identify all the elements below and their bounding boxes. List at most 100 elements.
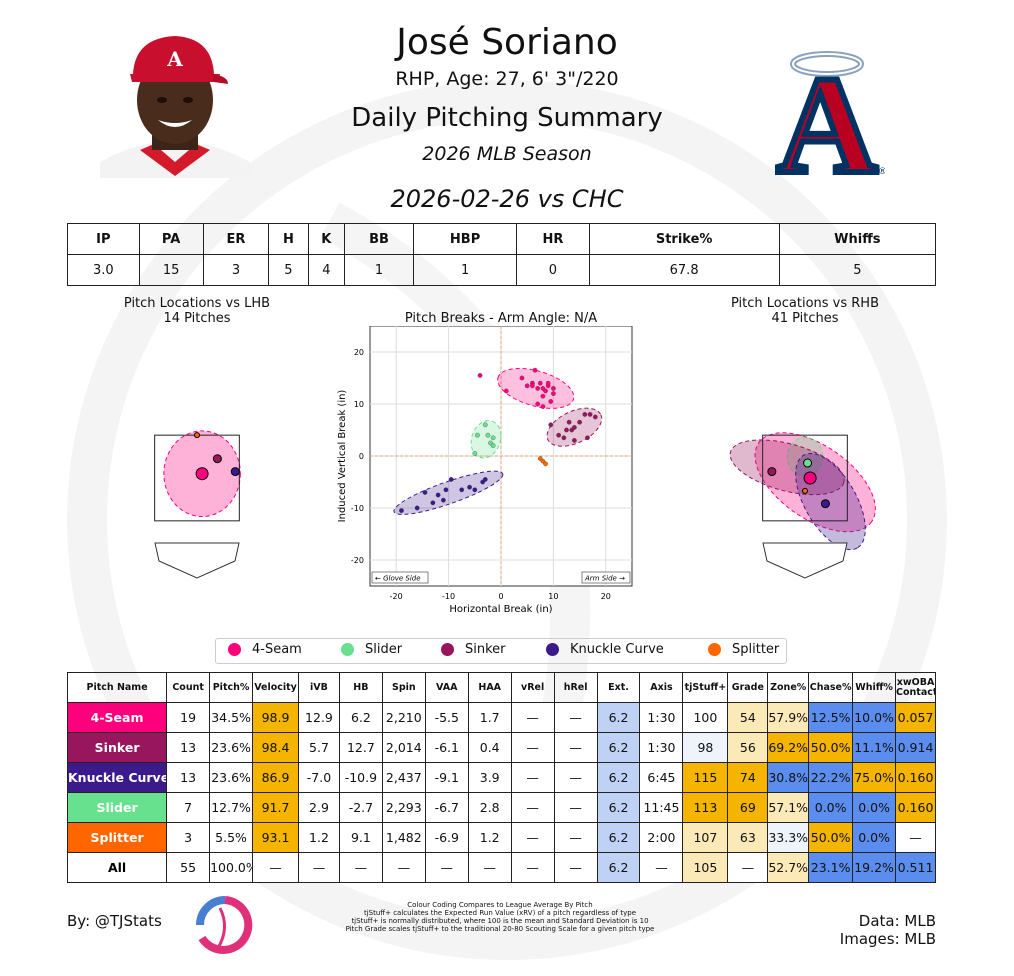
break-point-4-seam bbox=[551, 391, 556, 396]
pitch-header-whiff-: Whiff% bbox=[852, 672, 897, 703]
pitch-cell-tjstuff-: 107 bbox=[682, 822, 729, 853]
pitch-name-cell: Knuckle Curve bbox=[66, 762, 168, 793]
break-point-4-seam bbox=[540, 393, 546, 399]
break-point-knuckle-curve bbox=[422, 490, 428, 495]
player-headshot: A bbox=[100, 30, 250, 178]
break-point-4-seam bbox=[548, 399, 554, 404]
arm-side-box bbox=[581, 571, 631, 584]
break-point-knuckle-curve bbox=[430, 500, 436, 506]
pitch-header-grade: Grade bbox=[727, 672, 769, 703]
break-point-slider bbox=[490, 443, 496, 448]
legend-dot-knuckle-curve bbox=[546, 643, 559, 656]
line-value-hr: 0 bbox=[516, 254, 590, 286]
footer-note-line: tjStuff+ is normally distributed, where … bbox=[351, 917, 649, 925]
location-point-slider bbox=[803, 458, 813, 468]
pitch-cell-zone-: 57.9% bbox=[767, 702, 810, 733]
line-header-bb: BB bbox=[344, 223, 414, 255]
break-point-splitter bbox=[543, 461, 548, 467]
pitch-cell-chase-: 50.0% bbox=[808, 822, 854, 853]
pitch-cell-count: 19 bbox=[166, 702, 211, 733]
pitch-cell-hrel: — bbox=[553, 822, 598, 853]
pitch-cell-axis: 1:30 bbox=[639, 732, 684, 763]
pitch-cell-whiff-: 0.0% bbox=[852, 792, 897, 823]
break-point-sinker bbox=[561, 435, 567, 441]
line-value-hbp: 1 bbox=[412, 254, 518, 286]
pitch-header-spin: Spin bbox=[381, 672, 426, 703]
pitch-cell-hb: -2.7 bbox=[338, 792, 383, 823]
break-point-4-seam bbox=[524, 383, 530, 389]
strike-zone bbox=[762, 434, 848, 522]
location-point-splitter bbox=[194, 432, 200, 439]
break-point-sinker bbox=[566, 419, 572, 425]
pitch-cell-vaa: -5.5 bbox=[424, 702, 469, 733]
break-point-4-seam bbox=[535, 386, 541, 391]
pitch-cell-hb: 6.2 bbox=[338, 702, 383, 733]
break-point-4-seam bbox=[503, 388, 509, 394]
pitch-cell-velocity: 93.1 bbox=[252, 822, 300, 853]
pitch-cell-grade: 56 bbox=[727, 732, 769, 763]
pitch-cell-zone-: 52.7% bbox=[767, 852, 810, 883]
line-value-ip: 3.0 bbox=[67, 254, 140, 286]
pitch-cell-xwoba-contact: 0.160 bbox=[895, 762, 936, 793]
pitch-cell-tjstuff-: 100 bbox=[682, 702, 729, 733]
pitch-cell-grade: 74 bbox=[727, 762, 769, 793]
pitch-row-knuckle-curve: Knuckle Curve 13 23.6% 86.9 -7.0 -10.9 2,437 -9… bbox=[66, 762, 936, 793]
break-point-knuckle-curve bbox=[414, 505, 420, 511]
break-point-knuckle-curve bbox=[443, 487, 449, 493]
line-header-ip: IP bbox=[67, 223, 140, 255]
pitch-cell-zone-: 69.2% bbox=[767, 732, 810, 763]
break-point-sinker bbox=[548, 422, 554, 428]
break-point-knuckle-curve bbox=[472, 487, 478, 493]
pitch-cell-ext-: 6.2 bbox=[596, 762, 641, 793]
location-ellipse-4-seam bbox=[754, 432, 876, 533]
glove-side-label: ← Glove Side bbox=[375, 575, 421, 583]
x-tick-label: 10 bbox=[548, 592, 558, 601]
pitch-name-cell: Sinker bbox=[66, 732, 168, 763]
legend-item-splitter: Splitter bbox=[708, 642, 779, 657]
pitch-cell-tjstuff-: 98 bbox=[682, 732, 729, 763]
pitch-cell-count: 13 bbox=[166, 732, 211, 763]
pitch-cell-hb: -10.9 bbox=[338, 762, 383, 793]
pitch-cell-vrel: — bbox=[510, 762, 555, 793]
pitch-cell-count: 13 bbox=[166, 762, 211, 793]
line-score-header-row: IP PA ER H K BB HBP HR Strike% Whiffs bbox=[67, 223, 937, 255]
pitch-header-tjstuff-: tjStuff+ bbox=[682, 672, 729, 703]
pitch-header-hrel: hRel bbox=[553, 672, 598, 703]
pitch-cell-whiff-: 0.0% bbox=[852, 822, 897, 853]
svg-text:®: ® bbox=[878, 167, 885, 177]
pitch-header-chase-: Chase% bbox=[808, 672, 854, 703]
break-point-sinker bbox=[582, 412, 588, 417]
pitch-cell-zone-: 57.1% bbox=[767, 792, 810, 823]
lhb-plot-title: Pitch Locations vs LHB 14 Pitches bbox=[97, 296, 297, 326]
x-tick-label: 0 bbox=[498, 592, 503, 601]
pitch-cell-count: 55 bbox=[166, 852, 211, 883]
pitch-header-axis: Axis bbox=[639, 672, 684, 703]
break-point-4-seam bbox=[551, 386, 556, 391]
pitch-cell-chase-: 0.0% bbox=[808, 792, 854, 823]
pitch-row-all: All55100.0%————————6.2—105—52.7%23.1%19.… bbox=[66, 852, 936, 883]
pitch-header-velocity: Velocity bbox=[252, 672, 300, 703]
pitch-cell-ivb: 5.7 bbox=[298, 732, 340, 763]
pitch-cell-vrel: — bbox=[510, 702, 555, 733]
break-point-4-seam bbox=[532, 367, 538, 373]
pitch-header-xwoba-contact: xwOBA Contact bbox=[895, 672, 936, 703]
location-point-sinker bbox=[767, 467, 777, 477]
x-axis-label: Horizontal Break (in) bbox=[449, 604, 552, 615]
pitch-cell-haa: 3.9 bbox=[467, 762, 512, 793]
location-point-knuckle-curve bbox=[820, 499, 830, 509]
pitch-cell-vaa: -9.1 bbox=[424, 762, 469, 793]
pitch-cell-whiff-: 11.1% bbox=[852, 732, 897, 763]
pitch-cell-axis: 2:00 bbox=[639, 822, 684, 853]
pitch-cell-pitch-: 23.6% bbox=[209, 732, 254, 763]
pitch-cell-velocity: — bbox=[252, 852, 300, 883]
pitch-cell-spin: 2,293 bbox=[381, 792, 426, 823]
pitch-header-pitch-name: Pitch Name bbox=[66, 672, 168, 703]
location-point-4-seam bbox=[803, 471, 817, 485]
location-point-4-seam bbox=[195, 467, 209, 481]
location-point-splitter bbox=[802, 487, 808, 494]
pitch-cell-hrel: — bbox=[553, 792, 598, 823]
pitch-cell-vrel: — bbox=[510, 822, 555, 853]
pitch-cell-hrel: — bbox=[553, 702, 598, 733]
line-value-strike-: 67.8 bbox=[588, 254, 780, 286]
pitch-cell-vaa: -6.1 bbox=[424, 732, 469, 763]
